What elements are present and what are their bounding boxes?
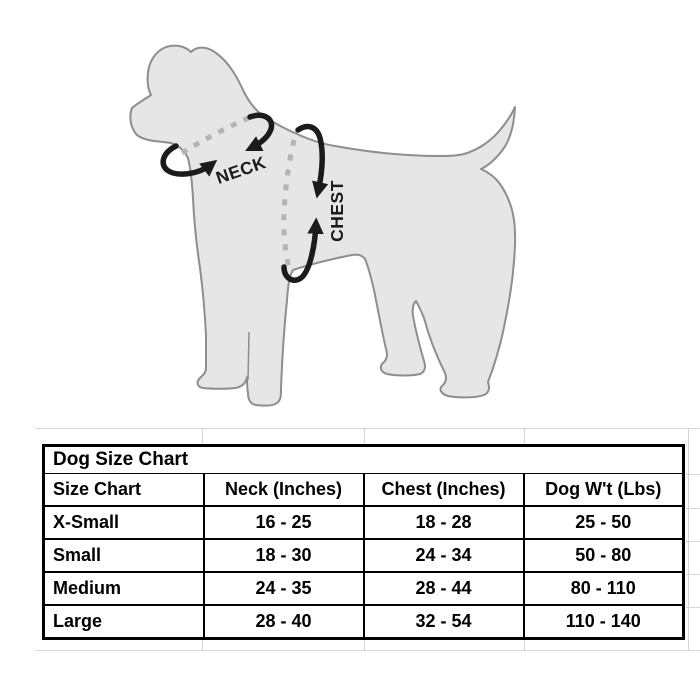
col-header-size: Size Chart	[42, 473, 205, 507]
table-row: Medium 24 - 35 28 - 44 80 - 110	[42, 571, 685, 606]
cell-size: Large	[42, 604, 205, 640]
cell-chest: 24 - 34	[362, 538, 525, 573]
cell-neck: 18 - 30	[202, 538, 365, 573]
dog-silhouette	[129, 44, 517, 407]
chest-label: CHEST	[327, 180, 347, 242]
cell-weight: 110 - 140	[522, 604, 685, 640]
spreadsheet-gridline	[688, 429, 689, 650]
chest-dashed-line	[281, 139, 297, 270]
table-title: Dog Size Chart	[42, 444, 685, 474]
cell-size: Small	[42, 538, 205, 573]
neck-arrow-right	[245, 112, 275, 151]
cell-neck: 24 - 35	[202, 571, 365, 606]
front-leg-separator-line	[247, 331, 250, 381]
spreadsheet-gridline	[524, 429, 525, 444]
cell-weight: 80 - 110	[522, 571, 685, 606]
cell-chest: 28 - 44	[362, 571, 525, 606]
spreadsheet-gridline	[524, 640, 525, 650]
spreadsheet-gridline	[202, 429, 203, 444]
spreadsheet-gridline	[35, 428, 700, 429]
neck-dashed-line	[180, 113, 254, 156]
cell-weight: 25 - 50	[522, 505, 685, 540]
spreadsheet-gridline	[686, 607, 700, 608]
cell-chest: 18 - 28	[362, 505, 525, 540]
table-row: Small 18 - 30 24 - 34 50 - 80	[42, 538, 685, 573]
cell-size: X-Small	[42, 505, 205, 540]
table-title-row: Dog Size Chart	[42, 444, 685, 474]
size-table-body: X-Small 16 - 25 18 - 28 25 - 50 Small 18 - 30…	[42, 505, 685, 640]
col-header-weight: Dog W't (Lbs)	[522, 473, 685, 507]
table-header-row: Size Chart Neck (Inches) Chest (Inches) …	[42, 473, 685, 507]
col-header-neck: Neck (Inches)	[202, 473, 365, 507]
spreadsheet-gridline	[35, 650, 700, 651]
dog-size-table: Dog Size Chart Size Chart Neck (Inches) …	[42, 444, 685, 640]
spreadsheet-gridline	[202, 640, 203, 650]
cell-weight: 50 - 80	[522, 538, 685, 573]
spreadsheet-gridline	[364, 429, 365, 444]
chest-arrow-lower	[281, 217, 324, 283]
spreadsheet-gridline	[686, 541, 700, 542]
spreadsheet-gridline	[364, 640, 365, 650]
cell-size: Medium	[42, 571, 205, 606]
table-row: X-Small 16 - 25 18 - 28 25 - 50	[42, 505, 685, 540]
dog-measurement-illustration: NECK CHEST	[129, 44, 517, 407]
cell-neck: 28 - 40	[202, 604, 365, 640]
spreadsheet-gridline	[686, 474, 700, 475]
spreadsheet-gridline	[686, 574, 700, 575]
cell-chest: 32 - 54	[362, 604, 525, 640]
neck-arrow-left	[160, 143, 218, 177]
spreadsheet-gridline	[686, 508, 700, 509]
col-header-chest: Chest (Inches)	[362, 473, 525, 507]
table-row: Large 28 - 40 32 - 54 110 - 140	[42, 604, 685, 640]
cell-neck: 16 - 25	[202, 505, 365, 540]
chest-arrow-upper	[295, 123, 329, 199]
